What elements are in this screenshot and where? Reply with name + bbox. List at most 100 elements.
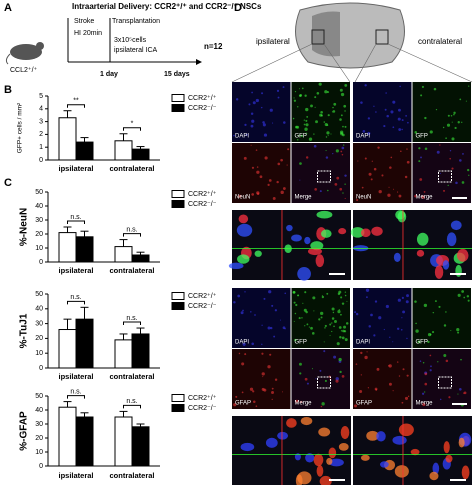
- cell-signal: [340, 92, 345, 97]
- y-tick-label: 5: [39, 93, 43, 100]
- legend-swatch: [171, 292, 185, 300]
- cell-signal: [314, 106, 316, 108]
- y-axis-label: %-NeuN: [19, 208, 30, 246]
- cell-signal: [299, 162, 302, 165]
- cell-signal: [238, 194, 242, 198]
- cell: [398, 423, 414, 437]
- cell-signal: [233, 403, 237, 407]
- cell-signal: [267, 326, 271, 330]
- cell-signal: [321, 295, 325, 299]
- cell-signal: [417, 340, 421, 344]
- cell-signal: [443, 189, 446, 192]
- cell-signal: [296, 125, 300, 129]
- cell-signal: [342, 192, 344, 194]
- cells-label: 3x10⁵cells: [114, 37, 147, 44]
- cell-signal: [386, 114, 389, 118]
- cell-signal: [331, 317, 335, 320]
- cell-signal: [396, 327, 400, 331]
- significance-bracket: [123, 404, 141, 409]
- cell-signal: [344, 125, 347, 128]
- cell-signal: [324, 122, 328, 127]
- cell-signal: [377, 146, 380, 149]
- cell-signal: [305, 119, 308, 122]
- channel-label: Merge: [295, 195, 313, 201]
- cell-signal: [341, 302, 345, 305]
- cell-signal: [335, 379, 339, 383]
- micrograph: [353, 349, 412, 409]
- cell-signal: [344, 83, 348, 87]
- cell-signal: [306, 323, 309, 326]
- cell-signal: [276, 180, 279, 184]
- cell-signal: [336, 342, 340, 346]
- cell-signal: [305, 123, 309, 127]
- cell: [446, 232, 457, 247]
- cell-signal: [461, 181, 465, 184]
- error-bar: [80, 230, 89, 237]
- cell-signal: [463, 392, 465, 394]
- cell-signal: [401, 317, 403, 319]
- cell-signal: [298, 317, 301, 320]
- y-tick-label: 40: [35, 203, 43, 210]
- cell-signal: [335, 377, 339, 381]
- cell-signal: [273, 335, 276, 338]
- cell-signal: [251, 119, 255, 123]
- cell: [321, 229, 332, 238]
- cell-signal: [449, 157, 451, 160]
- legend-swatch: [171, 394, 185, 402]
- cell-signal: [323, 350, 326, 353]
- cell-signal: [375, 111, 377, 113]
- cell-signal: [439, 144, 441, 146]
- cell-signal: [435, 109, 438, 111]
- cell-signal: [392, 100, 396, 104]
- micrograph: [232, 349, 291, 409]
- cell-signal: [270, 326, 273, 330]
- cell-signal: [436, 150, 440, 154]
- bar: [75, 141, 94, 161]
- cell-signal: [445, 311, 447, 313]
- cell-signal: [280, 190, 284, 195]
- cell-signal: [432, 311, 435, 314]
- cell-signal: [366, 351, 368, 353]
- cell-signal: [261, 372, 265, 376]
- cell: [277, 431, 289, 440]
- significance-label: n.s.: [70, 294, 81, 301]
- cell-signal: [459, 98, 462, 101]
- y-tick-label: 3: [39, 118, 43, 125]
- micrograph: [412, 143, 471, 203]
- cell-signal: [371, 160, 373, 162]
- significance-label: *: [131, 121, 134, 128]
- panel-label: D: [234, 2, 242, 14]
- cell-signal: [268, 179, 272, 182]
- cell-signal: [389, 336, 391, 338]
- x-tick-label: ipsilateral: [58, 372, 93, 381]
- cell: [416, 249, 425, 257]
- error-bar: [136, 327, 145, 334]
- cell-signal: [255, 405, 258, 408]
- roi-box: [438, 170, 452, 183]
- cell-signal: [282, 86, 285, 89]
- cell: [442, 260, 450, 270]
- cell-signal: [420, 156, 422, 159]
- cell-signal: [331, 330, 333, 333]
- cell-signal: [340, 150, 343, 153]
- cell-signal: [263, 388, 267, 392]
- cell: [328, 458, 344, 467]
- legend-label: CCR2⁺/⁺: [188, 395, 217, 402]
- cell-signal: [294, 338, 297, 342]
- bar: [75, 318, 94, 369]
- cell-signal: [443, 354, 447, 358]
- cell-signal: [424, 382, 428, 386]
- cell-signal: [374, 387, 378, 391]
- cell-signal: [406, 374, 409, 377]
- error-bar: [80, 306, 89, 320]
- cell: [393, 252, 401, 262]
- cell-signal: [280, 158, 283, 162]
- cell-signal: [244, 291, 246, 293]
- cell-signal: [461, 121, 463, 123]
- significance-bracket: [123, 127, 141, 131]
- cell-signal: [271, 387, 274, 390]
- cell-signal: [401, 119, 404, 122]
- error-bar: [136, 423, 145, 427]
- cell-signal: [427, 340, 430, 344]
- cell-signal: [392, 390, 394, 392]
